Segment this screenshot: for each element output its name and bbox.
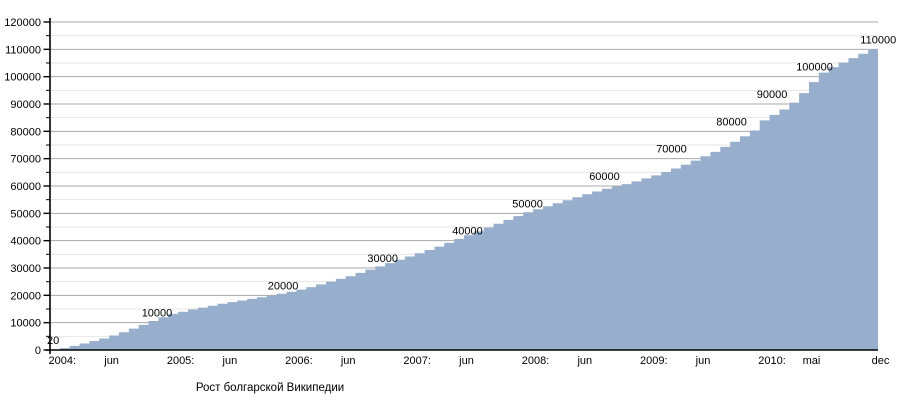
milestone-annotation: 20	[47, 335, 59, 347]
y-tick-label: 80000	[10, 126, 41, 138]
x-tick-labels: 2004: jun 2005: jun 2006: jun 2007: jun 2008: jun…	[49, 355, 890, 367]
milestone-annotation: 40000	[452, 226, 483, 238]
y-tick-label: 70000	[10, 154, 41, 166]
milestone-annotation: 50000	[512, 198, 543, 210]
x-tick-label: 2005:	[167, 355, 195, 367]
x-tick-label: jun	[103, 355, 119, 367]
x-tick-label: 2009:	[640, 355, 668, 367]
x-tick-label: jun	[695, 355, 711, 367]
y-tick-labels: 0 10000 20000 30000 40000 50000 60000 70000 8000…	[4, 17, 41, 357]
x-tick-label: 2007:	[403, 355, 431, 367]
milestone-annotations: 20 10000 20000 30000 40000 50000 60000 70000 800…	[47, 34, 896, 347]
milestone-annotation: 110000	[860, 34, 896, 46]
y-tick-label: 40000	[10, 236, 41, 248]
x-tick-label: dec	[872, 355, 890, 367]
x-tick-label: 2010:	[758, 355, 786, 367]
chart-title: Рост болгарской Википедии	[196, 382, 344, 394]
axis-ticks	[43, 21, 50, 351]
y-tick-label: 30000	[10, 263, 41, 275]
x-tick-label: jun	[340, 355, 356, 367]
y-tick-label: 60000	[10, 181, 41, 193]
milestone-annotation: 10000	[142, 308, 173, 320]
milestone-annotation: 80000	[716, 116, 747, 128]
y-tick-label: 0	[35, 345, 41, 357]
x-tick-label: mai	[803, 355, 821, 367]
x-tick-label: jun	[576, 355, 592, 367]
y-tick-label: 10000	[10, 318, 41, 330]
milestone-annotation: 60000	[589, 171, 620, 183]
x-tick-label: 2006:	[285, 355, 313, 367]
x-tick-label: jun	[222, 355, 238, 367]
x-tick-label: jun	[458, 355, 474, 367]
y-tick-label: 110000	[5, 44, 41, 56]
y-tick-label: 50000	[10, 208, 41, 220]
y-tick-label: 90000	[10, 99, 41, 111]
y-tick-label: 20000	[10, 290, 41, 302]
y-tick-label: 100000	[4, 72, 41, 84]
area-series	[50, 49, 878, 350]
milestone-annotation: 90000	[757, 89, 788, 101]
y-tick-label: 120000	[4, 17, 41, 29]
milestone-annotation: 70000	[656, 144, 687, 156]
milestone-annotation: 100000	[796, 62, 833, 74]
milestone-annotation: 30000	[367, 253, 398, 265]
gridlines-minor	[50, 35, 878, 337]
x-tick-label: 2008:	[522, 355, 550, 367]
article-count-area	[50, 49, 878, 350]
x-tick-label: 2004:	[49, 355, 77, 367]
milestone-annotation: 20000	[268, 280, 299, 292]
